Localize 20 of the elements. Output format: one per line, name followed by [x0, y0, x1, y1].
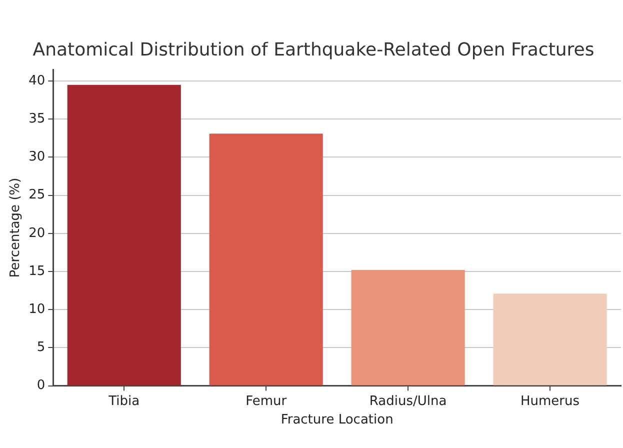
bar: [493, 294, 607, 386]
chart-title: Anatomical Distribution of Earthquake-Related Open Fractures: [32, 39, 594, 60]
y-tick-label: 40: [28, 73, 46, 88]
y-tick-label: 5: [36, 340, 46, 356]
bar: [67, 84, 181, 386]
y-tick-label: 35: [28, 112, 46, 126]
bar: [209, 134, 323, 386]
x-tick-label: Femur: [246, 394, 288, 409]
y-tick-label: 20: [28, 226, 46, 241]
y-tick-label: 25: [28, 188, 46, 203]
y-tick-label: 0: [36, 378, 46, 394]
y-tick-label: 10: [28, 302, 46, 317]
x-tick-label: Radius/Ulna: [369, 394, 447, 409]
y-tick-label: 15: [28, 264, 46, 279]
y-axis-title: Percentage (%): [8, 178, 24, 278]
bar: [351, 270, 465, 386]
x-tick-label: Tibia: [108, 394, 140, 409]
x-axis-title: Fracture Location: [280, 412, 394, 428]
x-tick-label: Humerus: [520, 394, 580, 409]
y-tick-label: 30: [28, 150, 46, 165]
